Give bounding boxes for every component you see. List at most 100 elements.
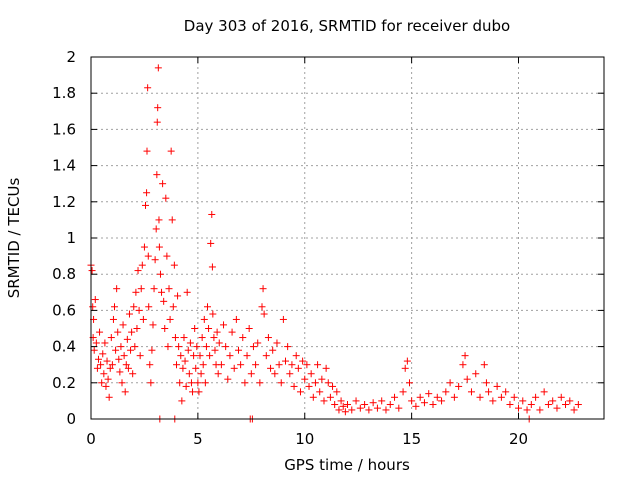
data-point (177, 352, 185, 360)
data-point (166, 315, 174, 323)
data-point (145, 303, 153, 311)
data-point (442, 388, 450, 396)
data-point (91, 296, 99, 304)
data-point (279, 315, 287, 323)
y-tick-label: 0.2 (52, 374, 76, 392)
y-tick-label: 0.4 (52, 338, 76, 356)
data-point (196, 352, 204, 360)
data-point (532, 393, 540, 401)
data-point (258, 303, 266, 311)
data-point (173, 361, 180, 369)
data-point (122, 361, 130, 369)
data-point (549, 397, 557, 405)
data-point (164, 343, 172, 351)
data-point (106, 364, 114, 372)
y-tick-label: 1.4 (52, 157, 76, 175)
data-point (156, 270, 164, 278)
data-point (557, 393, 565, 401)
data-point (209, 310, 217, 318)
data-point (100, 370, 108, 378)
data-point (103, 357, 111, 365)
data-point (303, 361, 311, 369)
data-point (254, 339, 262, 347)
data-point (201, 379, 209, 387)
x-tick-label: 20 (509, 430, 528, 448)
data-point (111, 303, 119, 311)
x-tick-label: 15 (402, 430, 421, 448)
data-point (232, 315, 240, 323)
data-point (288, 361, 296, 369)
x-tick-label: 5 (193, 430, 203, 448)
data-point (159, 180, 167, 188)
data-point (198, 334, 206, 342)
data-point (193, 343, 201, 351)
data-point (133, 325, 141, 332)
data-point (506, 401, 514, 409)
data-point (143, 189, 151, 197)
data-point (162, 194, 170, 202)
data-point (152, 225, 160, 233)
data-point (163, 252, 171, 260)
data-point (282, 357, 290, 365)
y-tick-label: 1.8 (52, 84, 76, 102)
data-point (335, 406, 343, 414)
data-point (203, 303, 211, 311)
data-point (292, 352, 300, 360)
data-point (570, 406, 578, 414)
data-point (450, 393, 458, 401)
data-point (202, 343, 210, 351)
data-point (412, 402, 420, 410)
data-point (96, 328, 104, 336)
data-point (116, 368, 124, 376)
data-point (433, 393, 441, 401)
data-point (269, 346, 277, 354)
data-point (101, 339, 109, 347)
data-point (237, 361, 245, 369)
data-point (316, 388, 324, 396)
data-point (256, 379, 264, 387)
data-point (155, 243, 163, 251)
data-point (149, 321, 157, 329)
data-point (361, 401, 369, 409)
data-point (369, 399, 377, 407)
data-point (365, 406, 373, 414)
data-point (148, 346, 156, 354)
data-point (322, 364, 330, 372)
data-point (197, 370, 205, 378)
data-point (373, 404, 381, 412)
data-point (544, 401, 552, 409)
data-point (128, 328, 136, 336)
data-point (186, 339, 194, 347)
data-point (247, 370, 255, 378)
data-point (527, 401, 535, 409)
data-point (515, 404, 522, 412)
data-point (184, 346, 192, 354)
y-tick-label: 1.2 (52, 193, 76, 211)
data-point (143, 147, 151, 155)
data-point (185, 370, 193, 378)
data-point (245, 325, 253, 332)
data-point (107, 334, 115, 342)
data-point (326, 393, 334, 401)
x-axis-tick-labels: 0 5 10 15 20 (86, 430, 528, 448)
data-point (154, 64, 162, 72)
data-point (320, 397, 328, 405)
data-point (562, 401, 570, 409)
y-tick-label: 0.6 (52, 301, 76, 319)
data-point (175, 343, 183, 351)
data-point (113, 285, 121, 293)
data-point (271, 370, 279, 378)
data-point (309, 393, 317, 401)
data-point (510, 393, 518, 401)
data-point (194, 379, 202, 387)
data-point (105, 393, 113, 401)
data-point (115, 355, 123, 363)
data-point (154, 104, 162, 112)
data-point (553, 404, 561, 412)
data-point (134, 267, 142, 275)
x-tick-label: 10 (295, 430, 314, 448)
data-point (463, 375, 471, 383)
data-point (211, 346, 219, 354)
data-point (214, 370, 222, 378)
